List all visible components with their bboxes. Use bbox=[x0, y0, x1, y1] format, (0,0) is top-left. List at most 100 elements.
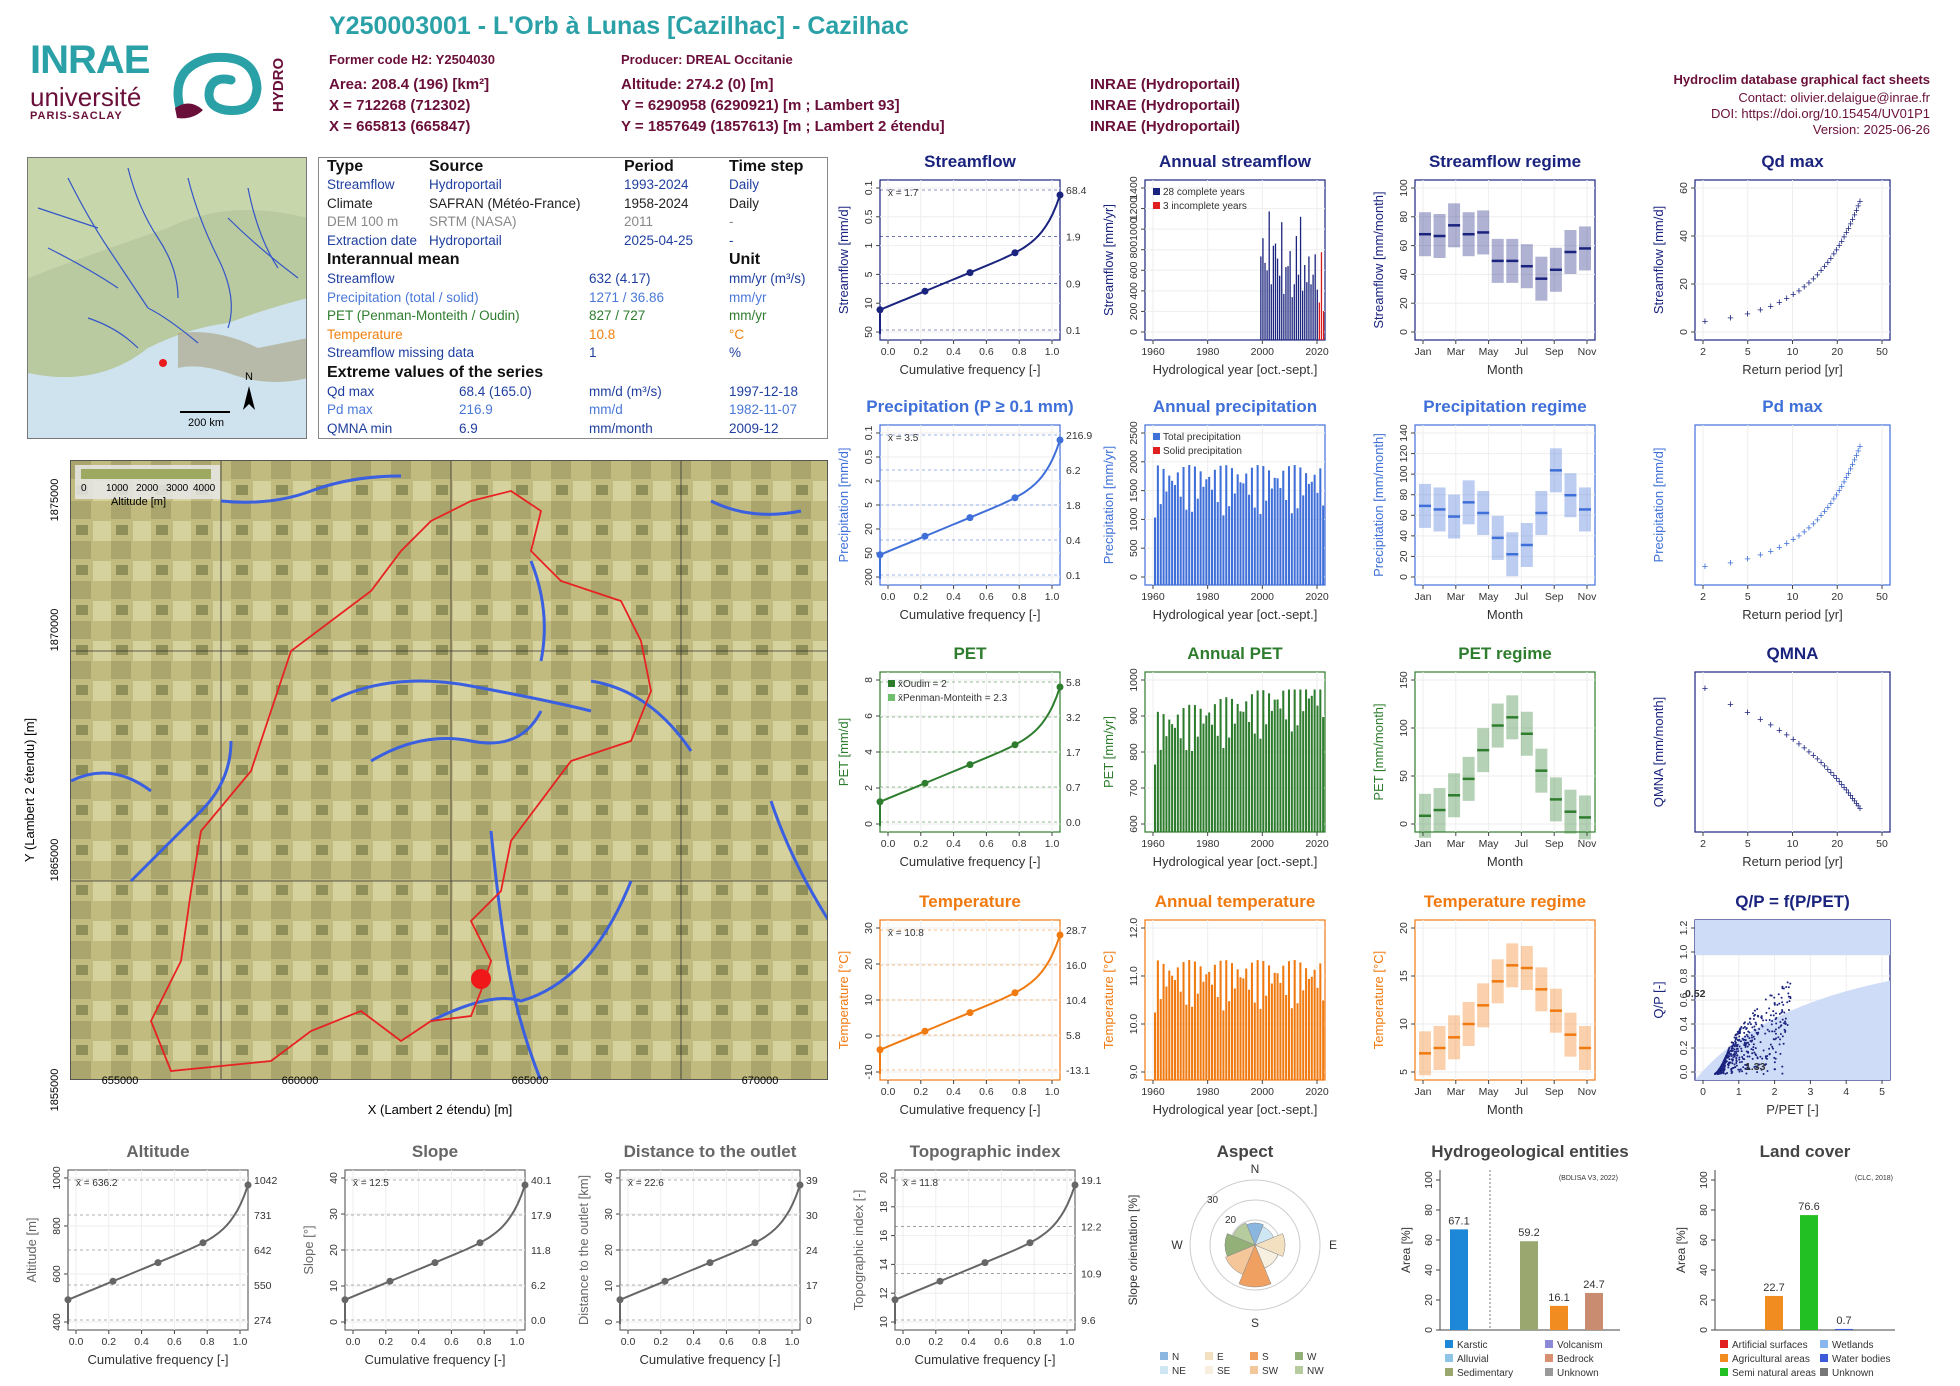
tick-label: 2020 bbox=[1305, 346, 1329, 358]
tick-label: 9.0 bbox=[1128, 1065, 1140, 1080]
qp-point bbox=[1751, 1052, 1753, 1054]
legend-entry: Wetlands bbox=[1832, 1340, 1874, 1351]
tick-label: 1960 bbox=[1141, 591, 1165, 603]
bar bbox=[1185, 510, 1187, 585]
qp-point bbox=[1743, 1054, 1745, 1056]
bar bbox=[1271, 284, 1272, 340]
qp-point bbox=[1753, 1026, 1755, 1028]
quantile-point bbox=[877, 306, 884, 313]
tick-label: 1.0 bbox=[1045, 346, 1060, 358]
qp-point bbox=[1738, 1059, 1740, 1061]
category-bar bbox=[1585, 1293, 1603, 1330]
quantile-point bbox=[65, 1296, 72, 1303]
tick-label: 1980 bbox=[1196, 346, 1220, 358]
quantile-point bbox=[877, 551, 884, 558]
tick-label: 0 bbox=[1128, 574, 1140, 580]
qp-point bbox=[1780, 1024, 1782, 1026]
tick-label: 0.0 bbox=[881, 346, 896, 358]
y-axis-label: Streamflow [mm/yr] bbox=[1101, 204, 1116, 316]
bar bbox=[1296, 236, 1297, 340]
y-axis-label: Streamflow [mm/d] bbox=[1651, 206, 1666, 314]
qp-point bbox=[1755, 1022, 1757, 1024]
bar bbox=[1321, 252, 1322, 340]
qp-point bbox=[1727, 1050, 1729, 1052]
bar bbox=[1194, 466, 1196, 585]
qp-point bbox=[1765, 998, 1767, 1000]
qp-point bbox=[1751, 1026, 1753, 1028]
bar bbox=[1208, 713, 1210, 832]
doi-link[interactable]: DOI: https://doi.org/10.15454/UV01P1 bbox=[1711, 106, 1930, 121]
qp-point bbox=[1782, 1004, 1784, 1006]
qp-point bbox=[1779, 1013, 1781, 1015]
tick-label: 60 bbox=[1698, 1234, 1710, 1246]
qp-point bbox=[1739, 1071, 1741, 1073]
tick-label: 10 bbox=[878, 1316, 890, 1328]
quantile-point bbox=[617, 1296, 624, 1303]
qp-point bbox=[1731, 1055, 1733, 1057]
bar bbox=[1262, 466, 1264, 585]
qp-point bbox=[1732, 1059, 1734, 1061]
quantile-label: 5.8 bbox=[1066, 1030, 1081, 1042]
tick-label: 0.1 bbox=[863, 181, 875, 196]
qp-point bbox=[1734, 1048, 1736, 1050]
bar bbox=[1231, 699, 1233, 832]
legend-entry: x̄Penman-Monteith = 2.3 bbox=[898, 693, 1008, 704]
qp-point bbox=[1765, 1019, 1767, 1021]
qp-point bbox=[1767, 1029, 1769, 1031]
info-cell: Extreme values of the series bbox=[327, 364, 543, 382]
quantile-point bbox=[110, 1278, 117, 1285]
quantile-label: 10.4 bbox=[1066, 995, 1087, 1007]
tick-label: 1980 bbox=[1196, 1086, 1220, 1098]
bar bbox=[1160, 999, 1162, 1080]
interannual-cell: 632 (4.17) bbox=[589, 271, 651, 286]
tick-label: 6 bbox=[863, 713, 875, 719]
qp-point bbox=[1720, 1073, 1722, 1075]
tick-label: Jul bbox=[1515, 346, 1528, 358]
tick-label: 20 bbox=[1398, 297, 1410, 309]
return-period-point: + bbox=[1744, 553, 1750, 565]
interannual-cell: Streamflow bbox=[327, 271, 395, 286]
tick-label: 0.4 bbox=[946, 1086, 961, 1098]
bar bbox=[1316, 493, 1318, 585]
x-axis-label: Month bbox=[1487, 607, 1523, 622]
quantile-label: 1.9 bbox=[1066, 232, 1081, 244]
qp-point bbox=[1760, 1016, 1762, 1018]
qp-point bbox=[1749, 1021, 1751, 1023]
qp-point bbox=[1746, 1027, 1748, 1029]
legend-entry: SW bbox=[1262, 1366, 1279, 1377]
qp-annotation: 1.33 bbox=[1745, 1061, 1766, 1073]
legend-entry: Unknown bbox=[1832, 1368, 1874, 1379]
altitude-chart: 0.0 0.2 0.4 0.6 0.8 1.04006008001000Cumulativ… bbox=[8, 1140, 308, 1380]
x-axis-label: Cumulative frequency [-] bbox=[900, 607, 1041, 622]
qp-point bbox=[1753, 1015, 1755, 1017]
bar bbox=[1288, 466, 1290, 585]
bar-value-label: 59.2 bbox=[1518, 1227, 1539, 1239]
bar bbox=[1245, 474, 1247, 585]
bar bbox=[1314, 690, 1316, 833]
bar bbox=[1205, 974, 1207, 1080]
bar bbox=[1248, 722, 1250, 832]
tick-label: 0.8 bbox=[1678, 969, 1690, 984]
tick-label: 5 bbox=[1879, 1086, 1885, 1098]
bar bbox=[1197, 994, 1199, 1080]
qp-point bbox=[1723, 1069, 1725, 1071]
tick-label: 60 bbox=[1678, 182, 1690, 194]
tick-label: 1.0 bbox=[233, 1336, 248, 1348]
extreme-cell: mm/d bbox=[589, 402, 623, 417]
bar bbox=[1259, 1009, 1261, 1080]
bar bbox=[1231, 468, 1233, 585]
bar bbox=[1180, 497, 1182, 585]
tick-label: Sep bbox=[1545, 346, 1564, 358]
tick-label: 80 bbox=[1423, 1204, 1435, 1216]
source-note: (CLC, 2018) bbox=[1855, 1175, 1893, 1182]
tick-label: 0.8 bbox=[477, 1336, 492, 1348]
tick-label: 50 bbox=[1398, 770, 1410, 782]
qp-point bbox=[1731, 1041, 1733, 1043]
qp-point bbox=[1787, 981, 1789, 983]
tick-label: 400 bbox=[51, 1313, 63, 1331]
y-axis-label: Temperature [°C] bbox=[836, 951, 851, 1049]
quantile-point bbox=[522, 1182, 529, 1189]
bar bbox=[1154, 518, 1156, 586]
tick-label: 20 bbox=[863, 523, 875, 535]
y-axis-label: Area [%] bbox=[1674, 1227, 1688, 1273]
